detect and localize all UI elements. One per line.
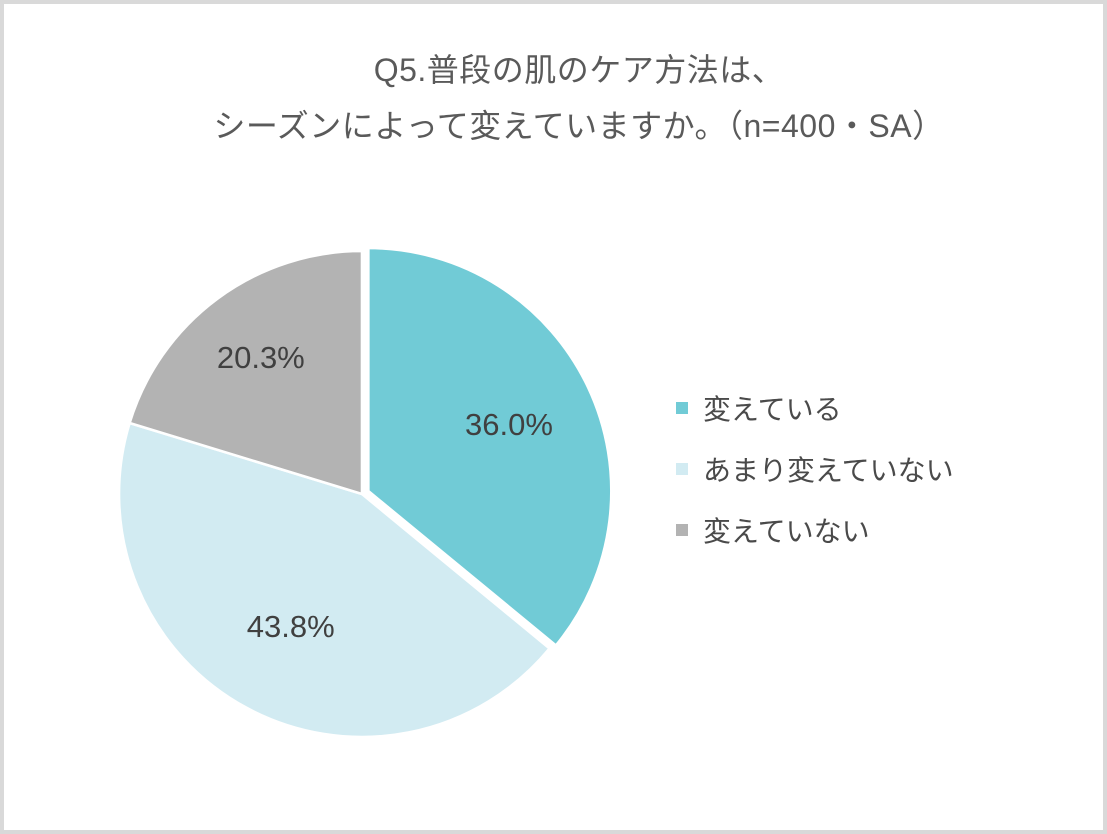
legend-item-label: あまり変えていない	[703, 455, 954, 486]
legend-item-amari-kaeteinai: あまり変えていない	[676, 452, 954, 486]
pie-slice-0	[367, 246, 613, 648]
pie-slice-value-label-0: 36.0%	[465, 407, 553, 442]
pie-slice-1	[117, 421, 552, 739]
chart-title-line-2: シーズンによって変えていますか。（n=400・SA）	[213, 108, 945, 144]
legend-item-kaeteinai: 変えていない	[676, 513, 954, 547]
chart-title: Q5.普段の肌のケア方法は、 シーズンによって変えていますか。（n=400・SA…	[47, 42, 1103, 154]
legend-item-label: 変えていない	[703, 516, 870, 547]
legend-color-swatch-icon	[676, 524, 688, 536]
pie-slice-2	[127, 249, 364, 496]
pie-slice-value-label-1: 43.8%	[247, 609, 335, 644]
legend: 変えている あまり変えていない 変えていない	[676, 391, 954, 574]
pie-chart: 36.0% 43.8% 20.3%	[117, 246, 613, 739]
legend-item-kaeteiru: 変えている	[676, 391, 954, 425]
legend-color-swatch-icon	[676, 402, 688, 414]
pie-slice-value-label-2: 20.3%	[217, 340, 305, 375]
legend-item-label: 変えている	[703, 394, 842, 425]
legend-color-swatch-icon	[676, 463, 688, 475]
chart-title-line-1: Q5.普段の肌のケア方法は、	[373, 52, 785, 88]
